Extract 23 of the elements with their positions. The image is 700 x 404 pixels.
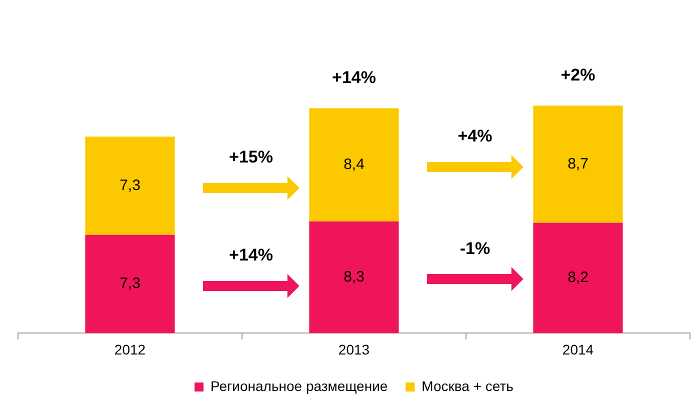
annotation: +14% xyxy=(332,68,376,87)
bar xyxy=(533,106,623,223)
bar xyxy=(85,136,175,235)
x-tick-label: 2014 xyxy=(562,341,594,358)
annotation: +2% xyxy=(560,65,596,84)
bar xyxy=(85,234,175,334)
bar xyxy=(533,222,623,334)
data-label: 8,3 xyxy=(344,268,364,286)
annotation: +4% xyxy=(458,126,492,146)
annotation: +14% xyxy=(229,246,273,265)
data-label: 8,2 xyxy=(568,269,588,286)
x-tick-label: 2012 xyxy=(114,341,146,358)
data-label: 7,3 xyxy=(120,275,140,292)
bar xyxy=(309,108,399,222)
bar xyxy=(309,221,399,334)
annotation: -1% xyxy=(460,238,490,258)
legend-label: Москва + сеть xyxy=(422,378,514,394)
data-label: 8,4 xyxy=(344,156,364,173)
data-label: 7,3 xyxy=(120,176,140,194)
x-tick-label: 2013 xyxy=(338,341,370,358)
legend-label: Региональное размещение xyxy=(210,378,388,394)
annotation: +15% xyxy=(229,147,273,166)
data-label: 8,7 xyxy=(568,155,588,172)
